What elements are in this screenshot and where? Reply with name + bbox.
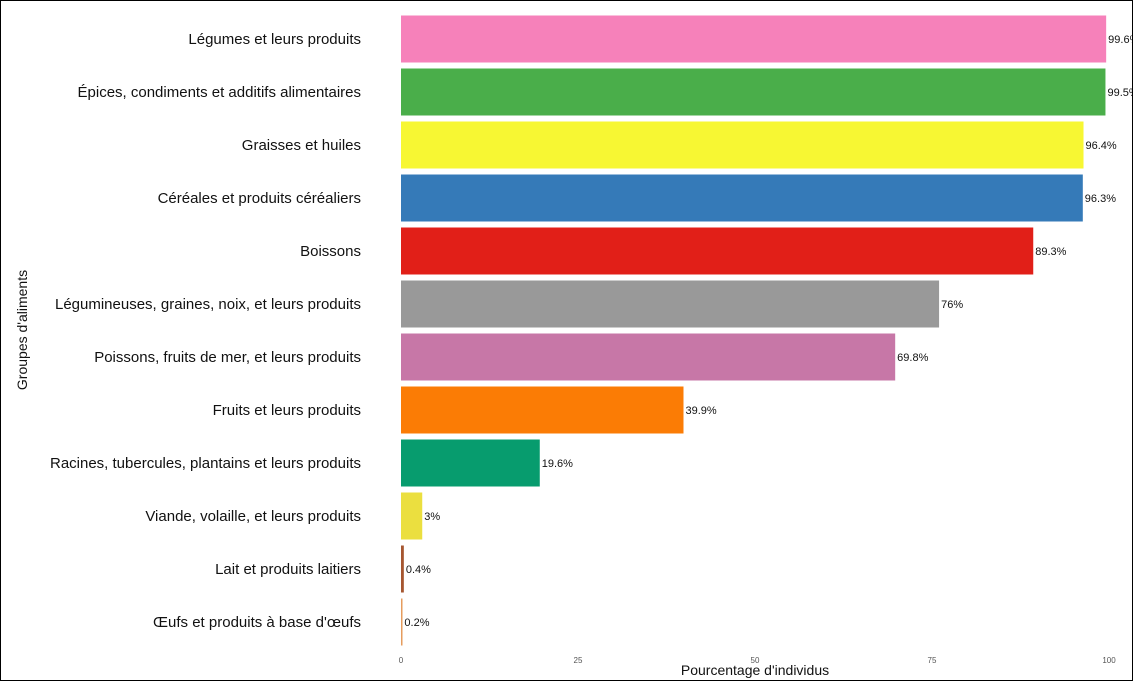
x-tick-label: 100 (1102, 656, 1116, 665)
value-label: 3% (424, 511, 440, 523)
x-tick-label: 50 (751, 656, 760, 665)
category-label: Poissons, fruits de mer, et leurs produi… (94, 349, 361, 366)
bar (401, 227, 1034, 275)
value-label: 96.3% (1085, 193, 1116, 205)
category-label: Œufs et produits à base d'œufs (153, 614, 361, 631)
category-label: Épices, condiments et additifs alimentai… (78, 84, 361, 101)
bar (401, 174, 1083, 222)
x-tick-label: 75 (928, 656, 937, 665)
bar (401, 121, 1084, 169)
value-label: 69.8% (897, 352, 928, 364)
y-axis-title: Groupes d'aliments (14, 270, 30, 390)
value-labels: 99.6% 99.5% 96.4% 96.3% 89.3% 76% 69.8% 39.9% 19… (404, 34, 1133, 629)
value-label: 89.3% (1035, 246, 1066, 258)
category-label: Fruits et leurs produits (213, 402, 361, 419)
category-labels: Légumes et leurs produits Épices, condime… (50, 31, 361, 631)
bar (401, 280, 940, 328)
bar (401, 68, 1106, 116)
category-label: Lait et produits laitiers (215, 561, 361, 578)
bar (401, 15, 1107, 63)
category-label: Boissons (300, 243, 361, 260)
value-label: 96.4% (1086, 140, 1117, 152)
x-axis-ticks: 0 25 50 75 100 (399, 656, 1116, 665)
value-label: 99.5% (1107, 87, 1133, 99)
value-label: 76% (941, 299, 963, 311)
x-tick-label: 25 (574, 656, 583, 665)
category-label: Céréales et produits céréaliers (158, 190, 361, 207)
category-label: Graisses et huiles (242, 137, 361, 154)
category-label: Racines, tubercules, plantains et leurs … (50, 455, 361, 472)
bar (401, 492, 423, 540)
category-label: Viande, volaille, et leurs produits (145, 508, 361, 525)
category-label: Légumineuses, graines, noix, et leurs pr… (55, 296, 361, 313)
value-label: 0.4% (406, 564, 431, 576)
bars-group (401, 15, 1107, 646)
category-label: Légumes et leurs produits (188, 31, 361, 48)
bar (401, 386, 684, 434)
value-label: 39.9% (685, 405, 716, 417)
value-label: 0.2% (404, 617, 429, 629)
bar (401, 333, 896, 381)
bar (401, 439, 540, 487)
value-label: 99.6% (1108, 34, 1133, 46)
x-axis-title: Pourcentage d'individus (681, 662, 829, 678)
bar (401, 545, 404, 593)
value-label: 19.6% (542, 458, 573, 470)
bar (401, 598, 403, 646)
x-tick-label: 0 (399, 656, 404, 665)
